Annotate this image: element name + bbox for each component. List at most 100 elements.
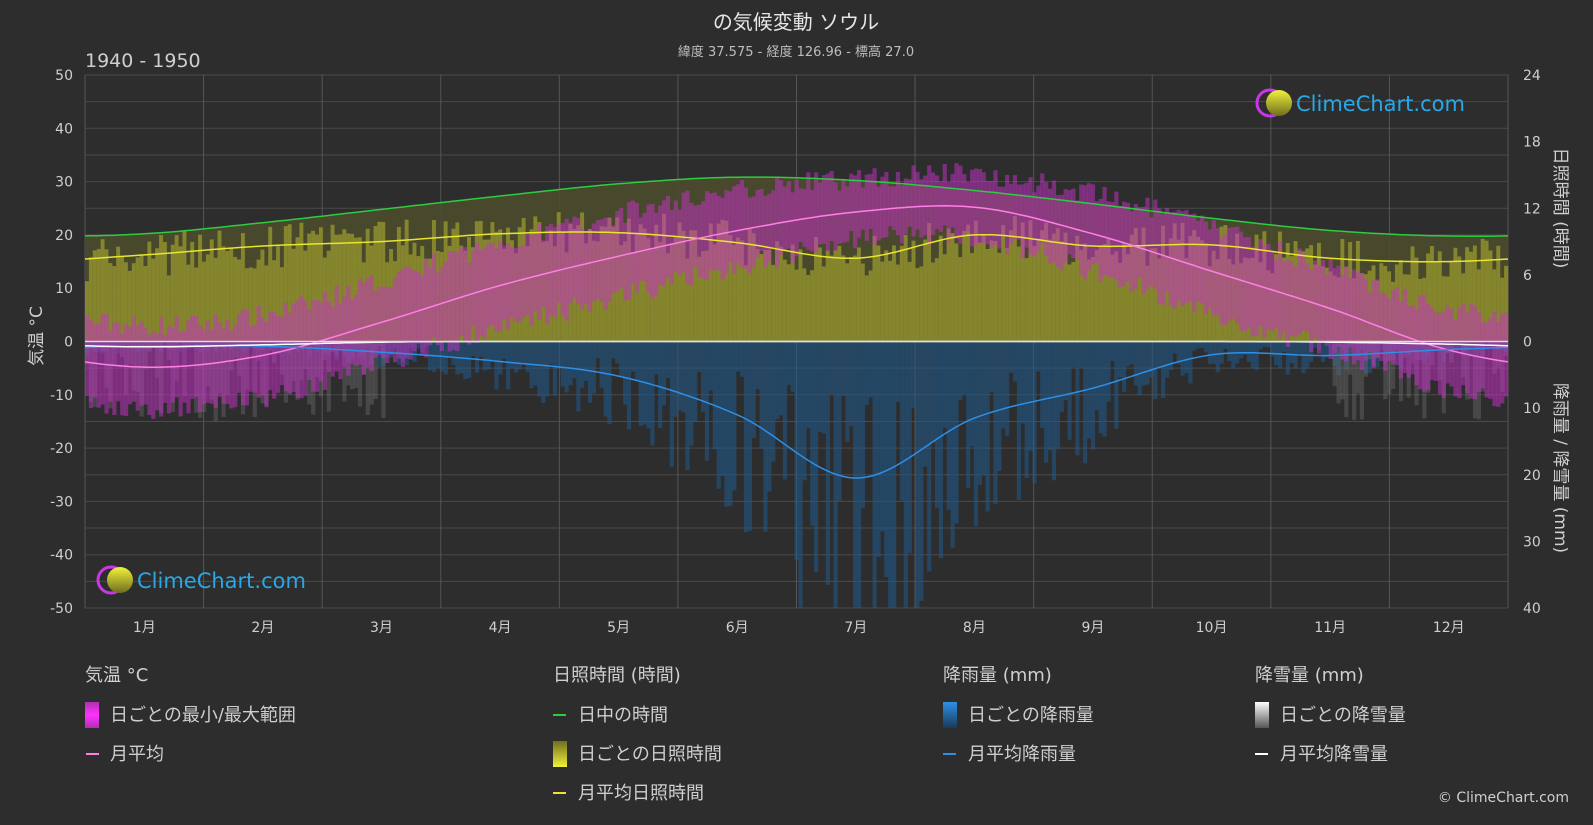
temp-range-bar: [790, 192, 795, 263]
sunshine-bar: [899, 245, 905, 342]
sun-tick-label: 0: [1523, 335, 1532, 351]
sunshine-bar: [1137, 247, 1142, 342]
temp-range-bar: [767, 193, 772, 263]
temp-range-bar: [810, 189, 815, 252]
sunshine-bar: [303, 250, 308, 342]
sunshine-bar: [85, 281, 90, 342]
rain-bar: [615, 341, 620, 364]
sunshine-bar: [884, 250, 889, 342]
sunshine-bar: [213, 257, 218, 342]
sunshine-bar: [116, 246, 121, 342]
legend-snow-title: 降雪量 (mm): [1255, 665, 1364, 686]
temp-range-bar: [802, 188, 807, 247]
sunshine-bar: [1472, 245, 1478, 342]
sunshine-bar: [182, 231, 187, 342]
logo-bottom[interactable]: ClimeChart.com: [96, 565, 306, 595]
rain-bar: [1012, 341, 1018, 382]
sunshine-bar: [381, 221, 386, 342]
temp-range-bar: [1059, 194, 1064, 271]
temp-range-bar: [946, 182, 951, 243]
sunshine-bar: [326, 250, 331, 342]
rain-bar: [958, 341, 963, 400]
sunshine-bar: [100, 239, 105, 342]
temp-range-bar: [1141, 206, 1146, 295]
rain-bar: [806, 341, 811, 429]
temp-tick-label: 40: [55, 121, 73, 137]
rain-bar: [1094, 341, 1099, 411]
sunshine-bar: [1102, 244, 1107, 342]
sunshine-bar: [127, 270, 133, 342]
temp-tick-label: -40: [50, 548, 73, 564]
sunshine-bar: [221, 246, 226, 342]
rain-bar: [849, 341, 854, 427]
temp-range-bar: [658, 205, 663, 285]
temp-range-bar: [927, 165, 932, 245]
snow-bar: [365, 341, 370, 416]
legend-temp-mean-label: 月平均: [110, 744, 164, 765]
temp-range-bar: [1320, 259, 1326, 343]
rain-bar: [482, 341, 487, 371]
temp-range-bar: [287, 312, 292, 394]
rain-bar: [728, 341, 733, 507]
sunshine-bar: [700, 251, 706, 342]
legend-rain-daily-label: 日ごとの降雨量: [968, 705, 1094, 726]
snow-bar: [1336, 341, 1341, 404]
temp-range-bar: [825, 173, 830, 252]
sunshine-bar: [143, 265, 148, 342]
sunshine-bar: [681, 230, 686, 342]
temp-range-bar: [198, 325, 203, 413]
sunshine-bar: [689, 230, 694, 342]
temp-range-bar: [954, 163, 959, 240]
temp-range-bar: [771, 190, 776, 249]
temp-range-bar: [1114, 191, 1119, 281]
chart-subtitle: 緯度 37.575 - 経度 126.96 - 標高 27.0: [678, 44, 914, 60]
daylight-bar: [864, 181, 869, 342]
rain-bar: [1223, 341, 1228, 349]
sunshine-bar: [743, 265, 749, 342]
month-tick-label: 5月: [607, 620, 630, 636]
sunshine-bar: [642, 228, 647, 342]
rain-bar: [934, 341, 940, 508]
temp-range-bar: [490, 243, 495, 326]
temp-range-bar: [443, 261, 448, 341]
snow-bar: [326, 341, 331, 412]
temp-range-bar: [872, 168, 877, 246]
snow-bar: [1387, 341, 1392, 394]
temp-range-bar: [1465, 312, 1470, 394]
copyright[interactable]: © ClimeChart.com: [1438, 790, 1569, 806]
temp-range-bar: [252, 324, 257, 393]
temp-tick-label: 0: [64, 335, 73, 351]
temp-range-bar: [817, 182, 823, 245]
sunshine-bar: [1125, 254, 1131, 342]
sunshine-bar: [630, 252, 636, 342]
temp-range-bar: [545, 226, 550, 325]
temp-range-bar: [420, 275, 425, 355]
sunshine-bar: [1083, 243, 1088, 342]
temp-range-bar: [833, 182, 838, 251]
temp-range-bar: [841, 180, 846, 243]
legend-sunshine-daily-label: 日ごとの日照時間: [578, 744, 722, 765]
temp-range-bar: [576, 218, 581, 304]
sunshine-bar: [810, 270, 815, 342]
sunshine-bar: [934, 258, 940, 342]
sunshine-bar: [299, 222, 304, 342]
rain-bar: [907, 341, 912, 553]
rain-bar: [853, 341, 858, 608]
logo-top[interactable]: ClimeChart.com: [1255, 88, 1465, 118]
temp-range-bar: [377, 286, 382, 356]
legend-rain-swatch: [943, 702, 957, 728]
temp-range-bar: [240, 308, 246, 406]
sunshine-bar: [669, 243, 674, 342]
rain-bar: [556, 341, 561, 369]
rain-bar: [470, 341, 476, 356]
month-tick-label: 9月: [1081, 620, 1104, 636]
temp-range-bar: [139, 320, 144, 406]
temp-tick-label: 20: [55, 228, 73, 244]
daylight-bar: [810, 178, 815, 342]
rain-bar: [739, 341, 745, 377]
sunshine-bar: [1020, 222, 1025, 342]
temp-range-bar: [1348, 277, 1353, 348]
sunshine-bar: [1090, 256, 1096, 342]
rain-bar: [1161, 341, 1166, 399]
temp-range-bar: [985, 180, 990, 245]
